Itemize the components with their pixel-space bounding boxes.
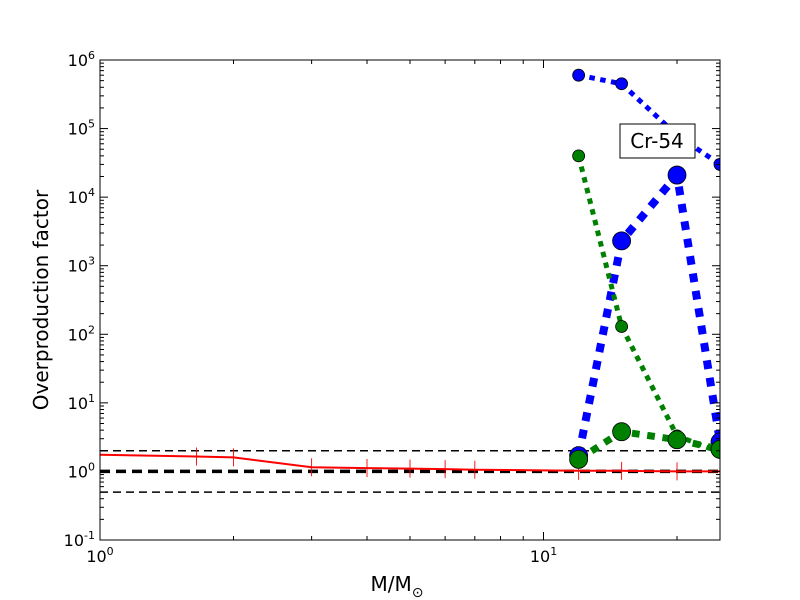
series-4-point-2 bbox=[667, 430, 687, 450]
y-tick-label-0: 10-1 bbox=[64, 529, 95, 550]
series-layer bbox=[100, 68, 720, 481]
x-tick-label-0: 100 bbox=[86, 545, 113, 566]
series-4-point-3 bbox=[710, 439, 720, 459]
series-0-line bbox=[100, 453, 720, 473]
x-tick-label-1: 101 bbox=[530, 545, 557, 566]
series-2-line bbox=[574, 171, 720, 457]
series-1-point-1 bbox=[615, 77, 629, 91]
series-4-point-0 bbox=[569, 449, 589, 469]
series-2-point-1 bbox=[612, 231, 632, 251]
y-axis-title: Overproduction factor bbox=[29, 189, 53, 410]
series-1-point-0 bbox=[572, 68, 586, 82]
series-0 bbox=[100, 445, 720, 481]
x-axis-title: M/M⊙ bbox=[371, 572, 424, 600]
y-tick-label-3: 102 bbox=[68, 323, 95, 344]
x-axis-title-main: M/M bbox=[371, 572, 412, 596]
annotation-layer: Cr-54 bbox=[619, 123, 696, 159]
y-tick-label-2: 101 bbox=[68, 392, 95, 413]
y-tick-label-7: 106 bbox=[68, 49, 95, 70]
y-tick-label-5: 104 bbox=[68, 186, 95, 207]
series-4-line bbox=[576, 428, 720, 463]
series-3-point-1 bbox=[615, 320, 629, 333]
annotation-label: Cr-54 bbox=[630, 129, 684, 153]
annotation-box bbox=[619, 123, 696, 159]
series-3-point-0 bbox=[572, 149, 586, 163]
y-tick-label-1: 100 bbox=[68, 460, 95, 481]
series-4-point-1 bbox=[612, 422, 632, 442]
y-tick-label-4: 103 bbox=[68, 255, 95, 276]
series-4 bbox=[569, 422, 720, 469]
series-2-point-2 bbox=[667, 165, 687, 185]
series-1-line bbox=[578, 72, 720, 167]
y-tick-label-6: 105 bbox=[68, 118, 95, 139]
x-axis-title-subscript: ⊙ bbox=[412, 585, 424, 600]
